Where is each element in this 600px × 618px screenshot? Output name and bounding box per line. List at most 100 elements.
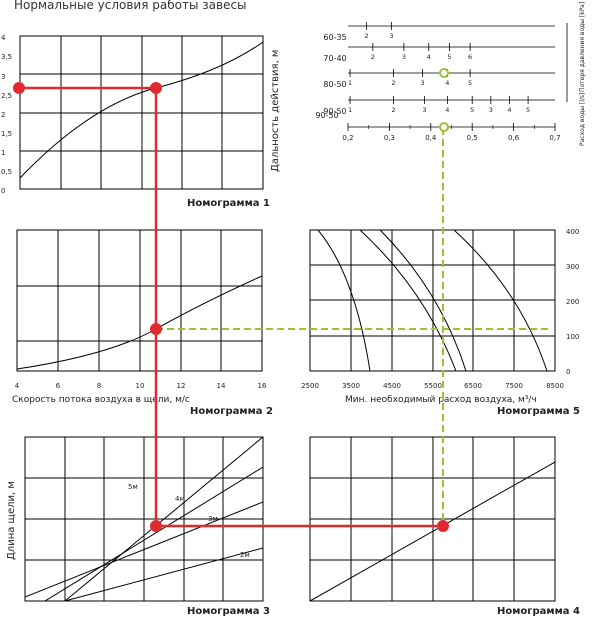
nomogram-4-line [310,461,555,601]
water-tick-label: 5 [470,106,474,114]
water-tick-label: 3 [389,32,393,40]
marker-point [150,82,162,94]
water-tick-label: 2 [365,32,369,40]
nomogram-3-grid [24,436,264,602]
n5-y-tick: 200 [566,298,579,306]
water-row-label: 90-50 [323,107,346,116]
flow-tick-label: 0,6 [508,134,520,142]
water-row-label: 70-40 [323,54,346,63]
marker-point [439,68,449,78]
water-row-label: 80-50 [323,80,346,89]
n5-x-tick: 8500 [546,382,564,390]
n5-y-tick: 100 [566,333,579,341]
n3-curve-label: 3м [208,515,218,523]
green-markers [439,68,449,132]
flow-tick-label: 0,2 [342,134,353,142]
n1-y-tick: 1 [1,149,5,157]
n3-y-axis-label: Длина щели, м [6,481,17,560]
water-row-label: 90-50 [315,111,338,120]
n5-x-tick: 3500 [342,382,360,390]
water-tick-label: 1 [348,106,352,114]
n2-x-tick: 10 [136,382,145,390]
n5-y-tick: 300 [566,263,579,271]
n2-x-axis-label: Скорость потока воздуха в щели, м/с [12,395,190,405]
n2-x-tick: 14 [217,382,226,390]
water-tick-label: 6 [468,53,472,61]
nomogram-1: 4 3,5 3 2,5 2 1,5 1 0,5 0 Дальность дейс… [1,34,281,209]
water-row-label: 60-35 [323,33,346,42]
n2-x-tick: 6 [56,382,61,390]
marker-point [437,520,449,532]
n3-curve-label: 4м [175,495,185,503]
water-pressure-label: Потеря давления воды [kPa] [579,2,586,92]
n5-x-tick: 4500 [383,382,401,390]
flow-tick-label: 0,7 [549,134,560,142]
n3-curve-label: 5м [128,483,138,491]
water-tick-label: 3 [423,106,427,114]
flow-tick-label: 0,5 [467,134,478,142]
marker-point [439,122,449,132]
marker-point [13,82,25,94]
flow-tick-label: 0,3 [384,134,395,142]
water-chart: 60-35 2 370-40 2 3 4 5 680-50 1 2 3 4 590-50 1 2 3 4 5 3 4 5… [315,2,586,146]
n5-x-tick: 6500 [464,382,482,390]
n5-x-axis-label: Мин. необходимый расход воздуха, м³/ч [345,395,537,405]
n1-y-tick: 1,5 [1,130,12,138]
n3-curve-label: 2м [240,551,250,559]
n5-x-tick: 5500 [424,382,442,390]
nomogram-5-grid [309,229,556,372]
n1-y-tick: 4 [1,34,6,42]
n2-x-tick: 4 [15,382,20,390]
flow-tick-label: 0,4 [425,134,437,142]
n2-x-tick: 8 [97,382,101,390]
water-tick-label: 1 [348,79,352,87]
n5-label: Номограмма 5 [497,406,580,417]
water-tick-label: 2 [391,79,395,87]
marker-point [150,323,162,335]
n3-label: Номограмма 3 [187,606,270,617]
n2-x-tick: 16 [258,382,267,390]
n1-y-tick: 2,5 [1,92,12,100]
nomogram-4: Номограмма 4 [309,436,580,617]
nomogram-1-grid [19,35,264,190]
n1-y-tick: 3,5 [1,53,12,61]
n5-x-tick: 7500 [505,382,523,390]
n4-label: Номограмма 4 [497,606,580,617]
marker-point [150,520,162,532]
water-tick-label: 5 [447,53,451,61]
red-solution-path [19,86,443,528]
green-guide-path [156,128,548,526]
nomogram-2-grid [16,229,263,372]
n2-label: Номограмма 2 [190,406,273,417]
water-tick-label: 5 [468,79,472,87]
n1-y-tick: 2 [1,111,5,119]
nomogram-2: 4 6 8 10 12 14 16 Скорость потока воздух… [12,229,273,417]
n1-y-tick: 0,5 [1,168,12,176]
water-tick-label: 4 [445,79,449,87]
page-title: Нормальные условия работы завесы [14,0,247,12]
n5-y-tick: 0 [566,368,570,376]
n1-y-axis-label: Дальность действия, м [270,50,281,172]
water-tick-label: 4 [445,106,449,114]
nomogram-5: 2500 3500 4500 5500 6500 7500 8500 0 100… [301,228,580,417]
n1-y-tick: 0 [1,187,5,195]
n5-y-tick: 400 [566,228,579,236]
water-tick-label: 5 [526,106,530,114]
water-tick-label: 4 [427,53,431,61]
n2-x-tick: 12 [177,382,186,390]
nomogram-4-grid [309,436,556,602]
water-tick-label: 4 [507,106,511,114]
water-tick-label: 3 [402,53,406,61]
water-flow-label: Расход воды [l/s] [579,93,586,146]
water-tick-label: 3 [420,79,424,87]
nomogram-3: 5м 4м 3м 2м Длина щели, м Номограмма 3 [6,436,270,617]
water-tick-label: 3 [489,106,493,114]
n1-label: Номограмма 1 [187,198,270,209]
nomogram-3-curves [25,437,263,601]
n1-y-tick: 3 [1,73,5,81]
water-tick-label: 2 [371,53,375,61]
n5-x-tick: 2500 [301,382,319,390]
nomogram-5-curves [317,230,548,371]
red-markers [13,82,449,532]
